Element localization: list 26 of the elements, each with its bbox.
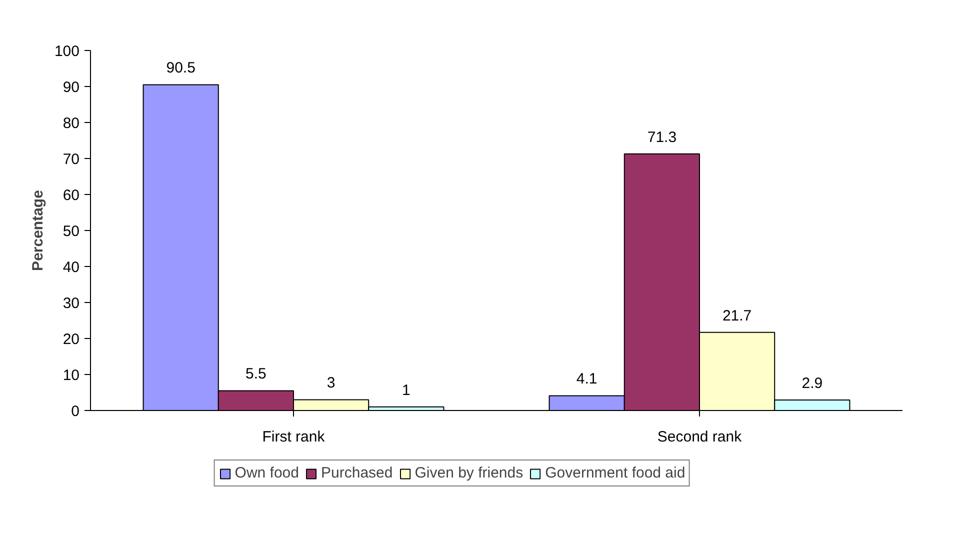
legend-label: Own food bbox=[234, 464, 300, 482]
legend-label: Government food aid bbox=[545, 464, 686, 482]
y-tick-label: 30 bbox=[62, 295, 80, 312]
x-tick-label: Second rank bbox=[657, 428, 742, 446]
y-tick-label: 90 bbox=[62, 79, 80, 96]
legend-label: Purchased bbox=[321, 464, 393, 482]
data-label: 4.1 bbox=[576, 370, 598, 388]
y-tick-label: 100 bbox=[54, 43, 80, 60]
y-tick-label: 20 bbox=[62, 331, 80, 348]
data-label: 90.5 bbox=[166, 60, 196, 77]
y-tick-label: 10 bbox=[62, 367, 80, 384]
y-tick-label: 70 bbox=[62, 151, 80, 168]
data-label: 5.5 bbox=[246, 366, 266, 383]
y-tick-label: 0 bbox=[71, 403, 80, 420]
data-label: 3 bbox=[326, 374, 336, 392]
y-axis-title: Percentage bbox=[29, 190, 46, 271]
y-tick-label: 80 bbox=[62, 115, 80, 132]
y-tick-label: 40 bbox=[62, 259, 80, 276]
data-label: 21.7 bbox=[722, 307, 752, 324]
data-label: 1 bbox=[402, 382, 410, 399]
data-label: 2.9 bbox=[802, 375, 823, 392]
y-tick-label: 50 bbox=[62, 223, 80, 240]
y-tick-label: 60 bbox=[62, 187, 80, 204]
data-label: 71.3 bbox=[647, 128, 677, 146]
legend-label: Given by friends bbox=[414, 464, 524, 482]
x-tick-label: First rank bbox=[262, 428, 326, 446]
